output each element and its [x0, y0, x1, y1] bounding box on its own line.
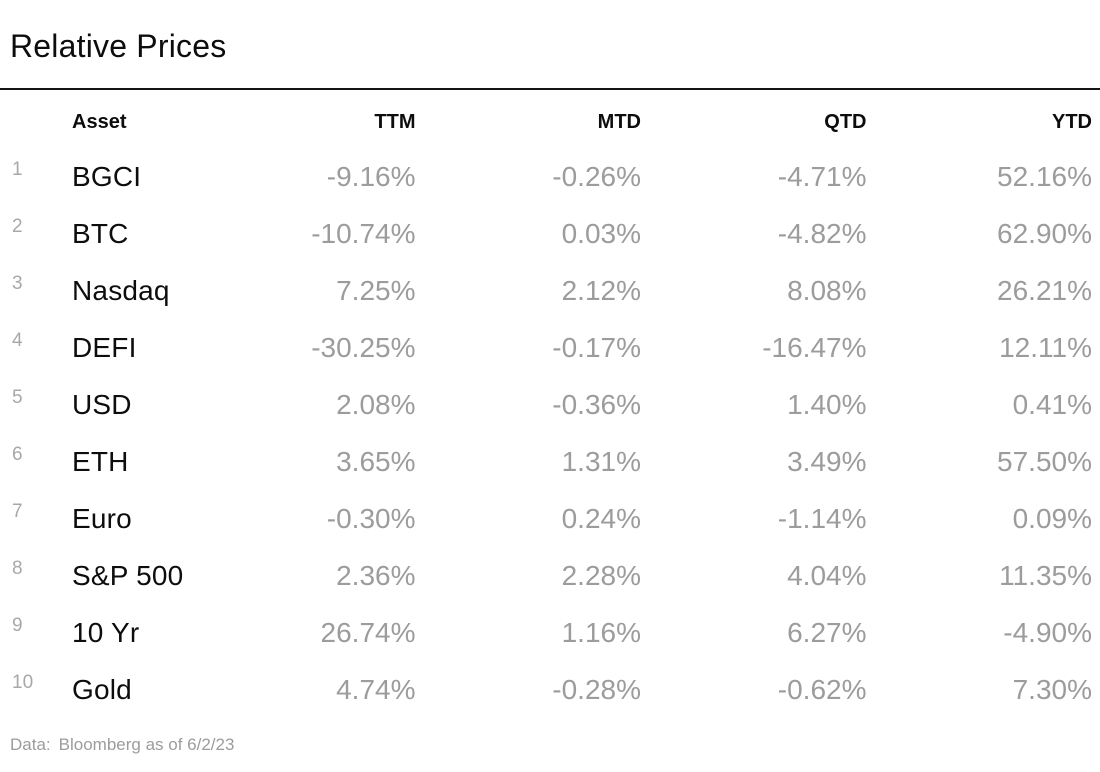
ttm-value: 26.74% — [320, 616, 416, 648]
mtd-value: 2.12% — [561, 274, 641, 306]
ytd-value: 26.21% — [997, 274, 1092, 306]
table-row: 2 BTC -10.74% 0.03% -4.82% 62.90% — [8, 205, 1092, 262]
relative-prices-table: Asset TTM MTD QTD YTD 1 BGCI -9.16% -0.2… — [8, 90, 1092, 718]
asset-name: BGCI — [72, 160, 142, 192]
data-source-text: Bloomberg as of 6/2/23 — [58, 735, 235, 754]
ytd-value: 0.09% — [1012, 502, 1092, 534]
column-header-qtd: QTD — [824, 110, 867, 133]
row-number: 5 — [12, 387, 23, 408]
table-row: 5 USD 2.08% -0.36% 1.40% 0.41% — [8, 376, 1092, 433]
ttm-value: 2.08% — [336, 388, 416, 420]
row-number: 3 — [12, 273, 23, 294]
ytd-value: 7.30% — [1012, 673, 1092, 705]
ytd-value: 62.90% — [997, 217, 1092, 249]
ytd-value: 52.16% — [997, 160, 1092, 192]
qtd-value: -1.14% — [777, 502, 867, 534]
qtd-value: -16.47% — [762, 331, 867, 363]
ytd-value: 0.41% — [1012, 388, 1092, 420]
mtd-value: -0.26% — [552, 160, 641, 192]
data-source-note: Data: Bloomberg as of 6/2/23 — [8, 735, 1092, 755]
table-row: 7 Euro -0.30% 0.24% -1.14% 0.09% — [8, 490, 1092, 547]
mtd-value: 1.31% — [561, 445, 641, 477]
column-header-asset: Asset — [72, 110, 127, 133]
asset-name: Nasdaq — [72, 274, 170, 306]
table-row: 3 Nasdaq 7.25% 2.12% 8.08% 26.21% — [8, 262, 1092, 319]
ytd-value: 11.35% — [999, 559, 1092, 591]
mtd-value: -0.28% — [552, 673, 641, 705]
ttm-value: -30.25% — [311, 331, 416, 363]
asset-name: Euro — [72, 502, 132, 534]
qtd-value: 6.27% — [787, 616, 867, 648]
asset-name: ETH — [72, 445, 129, 477]
mtd-value: 0.03% — [561, 217, 641, 249]
column-header-mtd: MTD — [597, 110, 641, 133]
qtd-value: -0.62% — [777, 673, 867, 705]
table-row: 9 10 Yr 26.74% 1.16% 6.27% -4.90% — [8, 604, 1092, 661]
table-row: 1 BGCI -9.16% -0.26% -4.71% 52.16% — [8, 148, 1092, 205]
qtd-value: 4.04% — [787, 559, 867, 591]
table-row: 10 Gold 4.74% -0.28% -0.62% 7.30% — [8, 661, 1092, 718]
row-number: 7 — [12, 501, 23, 522]
mtd-value: 2.28% — [561, 559, 641, 591]
asset-name: BTC — [72, 217, 129, 249]
qtd-value: -4.71% — [777, 160, 867, 192]
asset-name: 10 Yr — [72, 616, 140, 648]
ytd-value: -4.90% — [1003, 616, 1092, 648]
asset-name: S&P 500 — [72, 559, 184, 591]
mtd-value: 0.24% — [561, 502, 641, 534]
asset-name: DEFI — [72, 331, 137, 363]
column-header-ytd: YTD — [1052, 110, 1092, 133]
ytd-value: 12.11% — [999, 331, 1092, 363]
ttm-value: -0.30% — [326, 502, 416, 534]
ttm-value: 3.65% — [336, 445, 416, 477]
row-number: 6 — [12, 444, 23, 465]
mtd-value: 1.16% — [561, 616, 641, 648]
row-number: 10 — [12, 672, 34, 693]
ttm-value: 2.36% — [336, 559, 416, 591]
ttm-value: -9.16% — [326, 160, 416, 192]
asset-name: Gold — [72, 673, 132, 705]
qtd-value: 1.40% — [787, 388, 867, 420]
qtd-value: 8.08% — [787, 274, 867, 306]
row-number: 9 — [12, 615, 23, 636]
ttm-value: -10.74% — [311, 217, 416, 249]
table-row: 6 ETH 3.65% 1.31% 3.49% 57.50% — [8, 433, 1092, 490]
column-header-ttm: TTM — [374, 110, 416, 133]
row-number: 1 — [12, 159, 23, 180]
mtd-value: -0.17% — [552, 331, 641, 363]
ttm-value: 7.25% — [336, 274, 416, 306]
asset-name: USD — [72, 388, 132, 420]
row-number: 8 — [12, 558, 23, 579]
table-row: 4 DEFI -30.25% -0.17% -16.47% 12.11% — [8, 319, 1092, 376]
ytd-value: 57.50% — [997, 445, 1092, 477]
qtd-value: 3.49% — [787, 445, 867, 477]
qtd-value: -4.82% — [777, 217, 867, 249]
title-divider — [0, 88, 1100, 90]
mtd-value: -0.36% — [552, 388, 641, 420]
page-title: Relative Prices — [10, 28, 227, 64]
row-number: 2 — [12, 216, 23, 237]
table-row: 8 S&P 500 2.36% 2.28% 4.04% 11.35% — [8, 547, 1092, 604]
ttm-value: 4.74% — [336, 673, 416, 705]
row-number: 4 — [12, 330, 23, 351]
data-source-label: Data: — [10, 735, 51, 754]
table-header-row: Asset TTM MTD QTD YTD — [8, 90, 1092, 148]
